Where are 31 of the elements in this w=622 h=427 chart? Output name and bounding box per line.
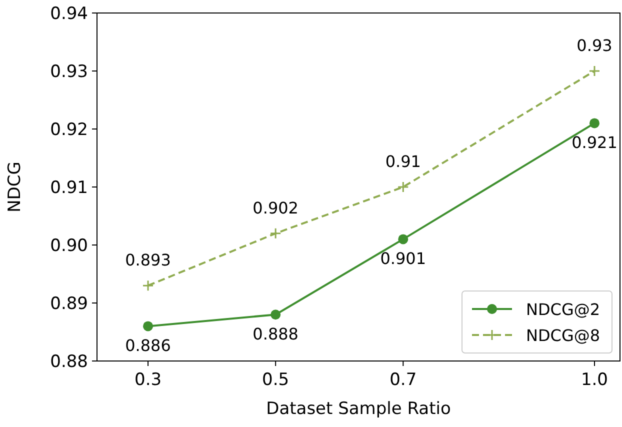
point	[270, 228, 282, 240]
data-label: 0.888	[252, 324, 298, 344]
point	[142, 280, 154, 292]
point	[588, 65, 600, 77]
point	[143, 321, 154, 332]
y-axis-title: NDCG	[5, 162, 25, 212]
point	[397, 181, 409, 193]
point	[589, 118, 600, 128]
point	[270, 310, 281, 320]
data-label: 0.921	[572, 133, 618, 152]
y-tick-label: 0.90	[50, 236, 88, 256]
data-label: 0.886	[125, 336, 171, 356]
data-label: 0.93	[576, 36, 612, 55]
x-tick-label: 0.7	[390, 370, 417, 390]
x-tick-label: 0.3	[134, 370, 162, 390]
y-tick-label: 0.91	[50, 178, 88, 198]
y-tick-label: 0.92	[50, 120, 88, 140]
data-label: 0.901	[380, 249, 426, 268]
data-label: 0.893	[125, 250, 171, 270]
point	[398, 234, 408, 244]
y-tick-label: 0.94	[50, 4, 88, 24]
legend-label: NDCG@2	[526, 300, 600, 319]
data-label: 0.91	[385, 152, 421, 171]
y-tick-label: 0.89	[50, 294, 88, 314]
y-tick-label: 0.88	[50, 352, 88, 372]
x-tick-label: 0.5	[262, 370, 290, 390]
data-label: 0.902	[252, 198, 298, 218]
legend-label: NDCG@8	[526, 326, 600, 345]
x-axis-title: Dataset Sample Ratio	[266, 399, 451, 419]
x-tick-label: 1.0	[580, 370, 608, 390]
y-tick-label: 0.93	[50, 62, 88, 82]
